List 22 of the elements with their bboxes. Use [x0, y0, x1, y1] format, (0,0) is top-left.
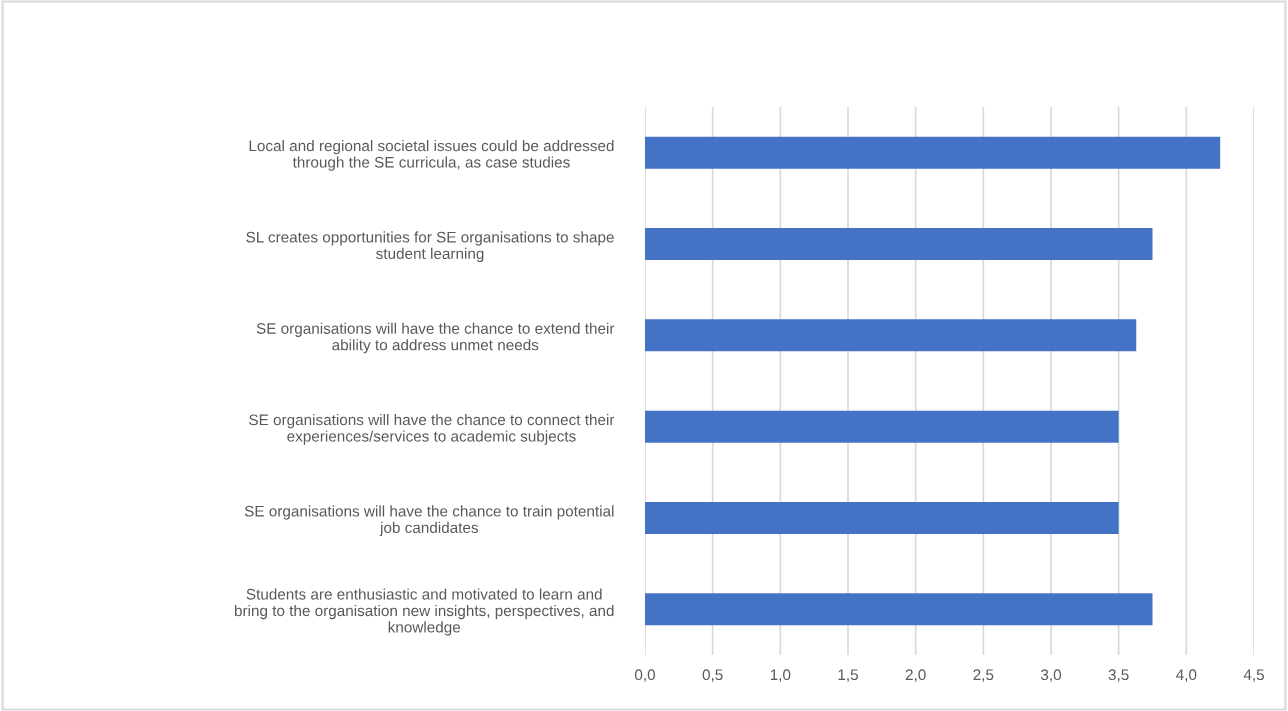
y-tick-label: Students are enthusiastic and motivated to learn and bring to the organisation new insights, perspectives, and knowledge: [234, 588, 614, 636]
y-tick-label: SL creates opportunities for SE organisations to shape student learning: [246, 231, 614, 263]
x-tick-label: 0,5: [702, 669, 723, 682]
x-tick-label: 1,5: [838, 669, 858, 682]
bar: [645, 136, 1221, 169]
x-tick-label: 2,5: [973, 669, 994, 682]
x-tick-label: 0,0: [634, 669, 656, 682]
x-tick-label: 3,5: [1108, 669, 1129, 682]
y-tick-label: SE organisations will have the chance to connect their experiences/services to academic subjects: [249, 414, 615, 445]
x-tick-label: 4,5: [1243, 669, 1264, 682]
x-tick-label: 2,0: [905, 669, 926, 682]
bar: [645, 593, 1153, 626]
y-tick-label: SE organisations will have the chance to train potential job candidates: [244, 505, 614, 537]
x-tick-label: 4,0: [1176, 669, 1197, 682]
y-tick-label: Local and regional societal issues could be addressed through the SE curricula, as case studies: [249, 140, 614, 171]
y-tick-label: SE organisations will have the chance to extend their ability to address unmet needs: [256, 322, 615, 354]
bar: [645, 228, 1153, 260]
x-tick-label: 3,0: [1040, 669, 1062, 682]
x-tick-label: 1,0: [770, 669, 791, 682]
bar: [645, 410, 1119, 443]
bar: [645, 319, 1137, 352]
bar: [645, 502, 1119, 534]
